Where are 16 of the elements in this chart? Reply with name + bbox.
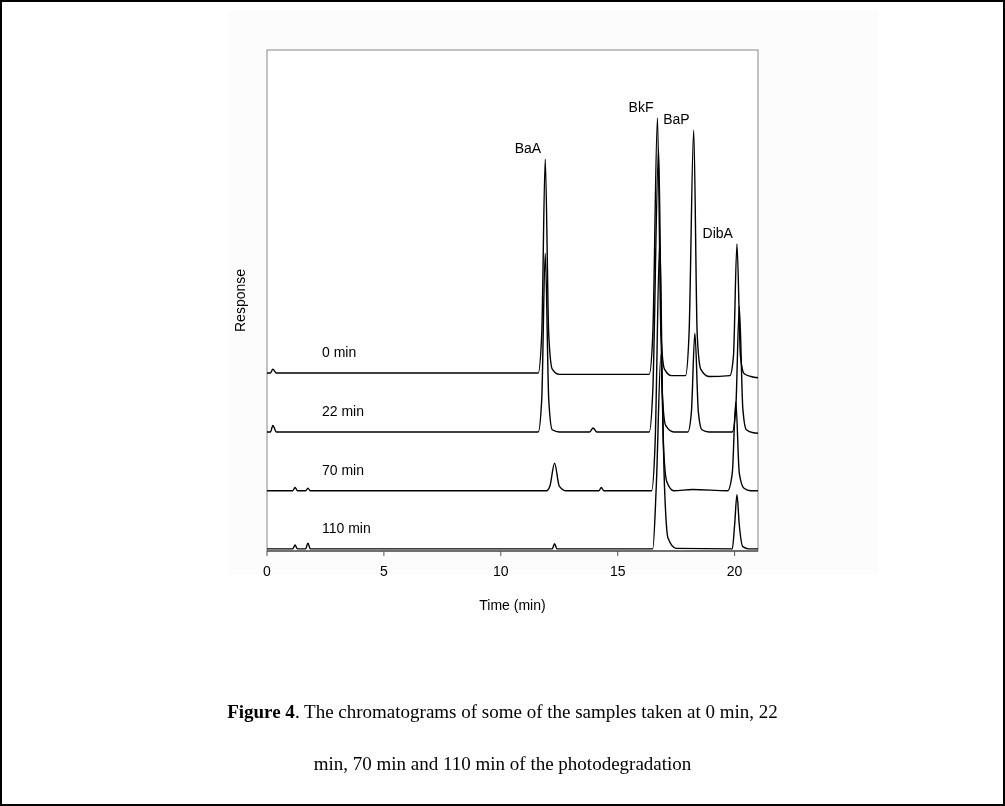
- x-tick-label: 20: [726, 563, 743, 579]
- x-tick-label: 0: [263, 563, 272, 579]
- annotation: BaA: [514, 140, 542, 157]
- x-tick-label: 5: [380, 563, 389, 579]
- x-tick-label: 10: [493, 563, 509, 579]
- x-axis-title: Time (min): [479, 597, 546, 613]
- series-label: 0 min: [322, 344, 357, 361]
- y-axis-title: Response: [232, 268, 248, 333]
- series-label: 110 min: [322, 519, 371, 536]
- annotation: BaP: [663, 111, 690, 128]
- series-label: 70 min: [322, 461, 365, 478]
- annotation: BkF: [628, 99, 654, 115]
- text: Figure 4. The chromatograms of some of the samples taken at 0 min, 22 min, 70 min and 110 min of the photodegradation: [227, 701, 778, 774]
- annotation: DibA: [702, 225, 734, 241]
- series-label: 22 min: [322, 402, 365, 419]
- x-tick-label: 15: [609, 563, 626, 579]
